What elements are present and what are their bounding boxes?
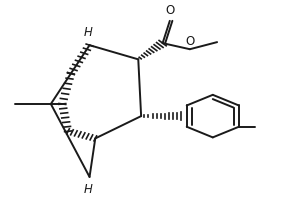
Text: O: O [166, 4, 175, 17]
Text: H: H [84, 27, 92, 40]
Text: O: O [185, 35, 194, 48]
Text: H: H [84, 183, 92, 196]
